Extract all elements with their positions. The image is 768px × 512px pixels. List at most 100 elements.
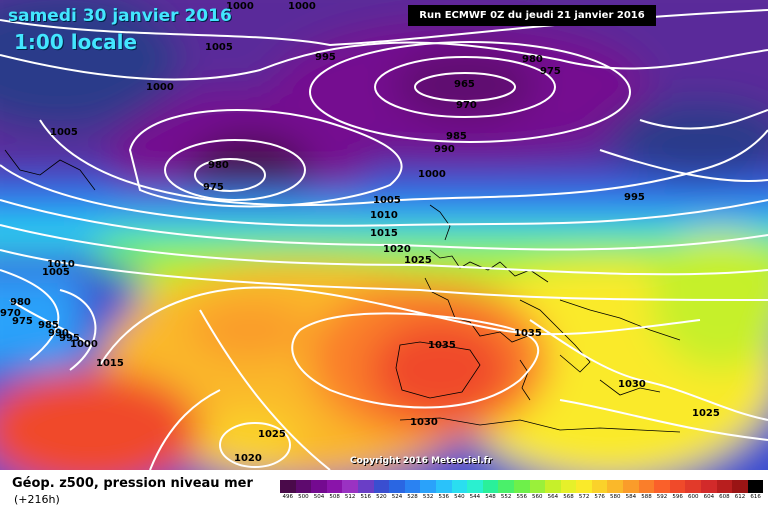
scale-tick-label: 516 xyxy=(360,494,372,500)
scale-swatch xyxy=(420,480,436,493)
scale-swatch xyxy=(607,480,624,493)
scale-tick-label: 568 xyxy=(563,494,574,500)
scale-swatch xyxy=(623,480,639,493)
isobar-label: 1005 xyxy=(42,267,70,278)
scale-tick-label: 588 xyxy=(641,494,652,500)
scale-swatch xyxy=(576,480,592,493)
scale-cell: 564 xyxy=(545,480,561,502)
forecast-time: 1:00 locale xyxy=(14,30,138,54)
scale-tick-label: 520 xyxy=(376,494,387,500)
scale-cell: 596 xyxy=(669,480,686,502)
isobar-label: 1000 xyxy=(226,1,254,12)
scale-cell: 508 xyxy=(326,480,343,502)
scale-swatch xyxy=(326,480,343,493)
scale-cell: 612 xyxy=(732,480,748,502)
scale-cell: 576 xyxy=(591,480,608,502)
scale-cell: 616 xyxy=(747,480,764,502)
legend-title: Géop. z500, pression niveau mer xyxy=(12,476,253,491)
model-run-label: Run ECMWF 0Z du jeudi 21 janvier 2016 xyxy=(408,5,656,26)
scale-tick-label: 600 xyxy=(687,494,699,500)
scale-swatch xyxy=(669,480,686,493)
scale-tick-label: 592 xyxy=(656,494,668,500)
scale-tick-label: 524 xyxy=(391,494,403,500)
scale-swatch xyxy=(467,480,483,493)
scale-cell: 584 xyxy=(623,480,639,502)
isobar-label: 1030 xyxy=(618,379,646,390)
isobar-label: 985 xyxy=(38,320,59,331)
isobar-label: 1010 xyxy=(370,210,398,221)
scale-cell: 556 xyxy=(513,480,530,502)
scale-cell: 504 xyxy=(311,480,327,502)
scale-swatch xyxy=(560,480,577,493)
scale-swatch xyxy=(732,480,748,493)
scale-swatch xyxy=(451,480,468,493)
scale-tick-label: 500 xyxy=(298,494,309,500)
isobar-label: 1000 xyxy=(288,1,316,12)
isobar-label: 970 xyxy=(0,308,21,319)
scale-tick-label: 504 xyxy=(313,494,325,500)
scale-swatch xyxy=(295,480,312,493)
scale-cell: 552 xyxy=(498,480,514,502)
scale-swatch xyxy=(747,480,764,493)
scale-swatch xyxy=(357,480,374,493)
scale-tick-label: 576 xyxy=(594,494,605,500)
scale-tick-label: 508 xyxy=(329,494,340,500)
isobar-label: 995 xyxy=(315,52,336,63)
isobar-label: 1025 xyxy=(404,255,432,266)
scale-cell: 496 xyxy=(280,480,296,502)
scale-swatch xyxy=(404,480,421,493)
scale-swatch xyxy=(311,480,327,493)
scale-cell: 516 xyxy=(357,480,374,502)
isobar-label: 1035 xyxy=(514,328,542,339)
scale-tick-label: 532 xyxy=(422,494,434,500)
scale-tick-label: 580 xyxy=(610,494,621,500)
scale-cell: 548 xyxy=(482,480,499,502)
scale-cell: 520 xyxy=(373,480,390,502)
scale-cell: 560 xyxy=(529,480,546,502)
isobar-label: 990 xyxy=(48,328,69,339)
scale-tick-label: 544 xyxy=(469,494,481,500)
scale-cell: 588 xyxy=(638,480,655,502)
scale-tick-label: 548 xyxy=(485,494,496,500)
isobar-label: 1025 xyxy=(692,408,720,419)
scale-tick-label: 528 xyxy=(407,494,418,500)
scale-tick-label: 556 xyxy=(516,494,527,500)
isobar-label: 975 xyxy=(12,316,33,327)
legend-footer: Géop. z500, pression niveau mer (+216h) … xyxy=(0,470,768,512)
scale-swatch xyxy=(685,480,702,493)
isobar-label: 985 xyxy=(446,131,467,142)
isobar-label: 1015 xyxy=(96,358,124,369)
scale-tick-label: 616 xyxy=(750,494,761,500)
scale-cell: 536 xyxy=(435,480,452,502)
isobar-label: 1000 xyxy=(146,82,174,93)
isobar-label: 1005 xyxy=(50,127,78,138)
isobar-label: 970 xyxy=(456,100,477,111)
isobar-label: 1000 xyxy=(418,169,446,180)
isobar-label: 980 xyxy=(10,297,31,308)
isobar-label: 975 xyxy=(540,66,561,77)
scale-tick-label: 596 xyxy=(672,494,683,500)
isobar-label: 980 xyxy=(522,54,543,65)
scale-cell: 592 xyxy=(654,480,670,502)
scale-cell: 512 xyxy=(342,480,358,502)
isobar-label: 965 xyxy=(454,79,475,90)
isobar-label: 1010 xyxy=(47,259,75,270)
isobars xyxy=(0,9,768,470)
scale-tick-label: 572 xyxy=(578,494,590,500)
scale-cell: 532 xyxy=(420,480,436,502)
scale-cell: 580 xyxy=(607,480,624,502)
isobar-label: 1035 xyxy=(428,340,456,351)
scale-tick-label: 552 xyxy=(500,494,512,500)
isobar-label: 1015 xyxy=(370,228,398,239)
scale-cell: 604 xyxy=(701,480,717,502)
isobar-labels: 1000 1000 995 1005 1000 980 975 965 970 … xyxy=(0,1,720,464)
scale-swatch xyxy=(435,480,452,493)
scale-swatch xyxy=(654,480,670,493)
isobar-label: 995 xyxy=(59,333,80,344)
scale-tick-label: 540 xyxy=(454,494,465,500)
scale-tick-label: 564 xyxy=(547,494,559,500)
scale-tick-label: 536 xyxy=(438,494,449,500)
isobar-label: 1000 xyxy=(70,339,98,350)
scale-cell: 572 xyxy=(576,480,592,502)
isobar-label: 1020 xyxy=(383,244,411,255)
